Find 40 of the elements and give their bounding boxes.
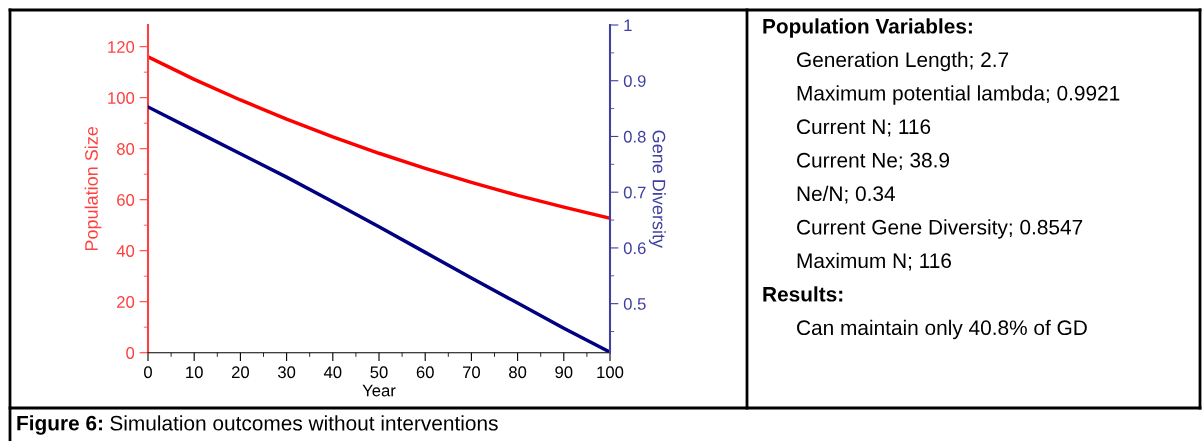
- y2-tick-label: 0.8: [623, 130, 646, 143]
- text: Ne/N; 0.34: [797, 185, 895, 204]
- text: Current N; 116: [797, 119, 931, 137]
- y2-tick-label: 1: [624, 19, 632, 32]
- x-tick-label: 60: [416, 366, 434, 379]
- x-tick-label: 40: [323, 366, 342, 379]
- text: Results:: [763, 286, 843, 302]
- x-axis-title: Year: [362, 384, 396, 397]
- text: Maximum potential lambda; 0.9921: [797, 85, 1120, 105]
- text: Current Ne; 38.9: [797, 152, 950, 171]
- y2-tick-label: 0.5: [623, 298, 646, 310]
- x-tick-label: 0: [144, 366, 152, 379]
- x-tick-label: 80: [509, 366, 527, 379]
- text: Population Variables:: [763, 18, 972, 38]
- x-tick-label: 70: [462, 366, 481, 379]
- x-tick-label: 100: [597, 366, 624, 379]
- x-tick-label: 20: [231, 366, 250, 379]
- text: Maximum N; 116: [797, 252, 951, 271]
- x-tick-label: 50: [370, 366, 388, 379]
- y-tick-label: 80: [116, 143, 135, 155]
- y-tick-label: 120: [108, 41, 135, 53]
- y2-tick-label: 0.6: [623, 242, 646, 255]
- x-tick-label: 30: [277, 366, 296, 379]
- x-tick-label: 90: [555, 366, 573, 379]
- x-tick-label: 10: [186, 366, 203, 379]
- y2-tick-label: 0.7: [623, 186, 646, 199]
- y-tick-label: 40: [116, 245, 135, 257]
- y-axis-title: Population Size: [84, 126, 102, 251]
- y-tick-label: 0: [126, 347, 135, 359]
- line-series: [148, 55, 610, 221]
- text: Figure 6:: [17, 415, 102, 435]
- text: Current Gene Diversity; 0.8547: [797, 219, 1083, 239]
- text: Generation Length; 2.7: [797, 51, 1009, 72]
- y-tick-label: 100: [108, 92, 135, 104]
- y-tick-label: 60: [117, 194, 135, 206]
- y2-axis-title: Gene Diversity: [648, 130, 666, 249]
- y-tick-label: 20: [117, 296, 135, 308]
- y2-tick-label: 0.9: [623, 75, 646, 87]
- text: Simulation outcomes without interventions: [110, 415, 498, 431]
- text: Can maintain only 40.8% of GD: [797, 319, 1087, 340]
